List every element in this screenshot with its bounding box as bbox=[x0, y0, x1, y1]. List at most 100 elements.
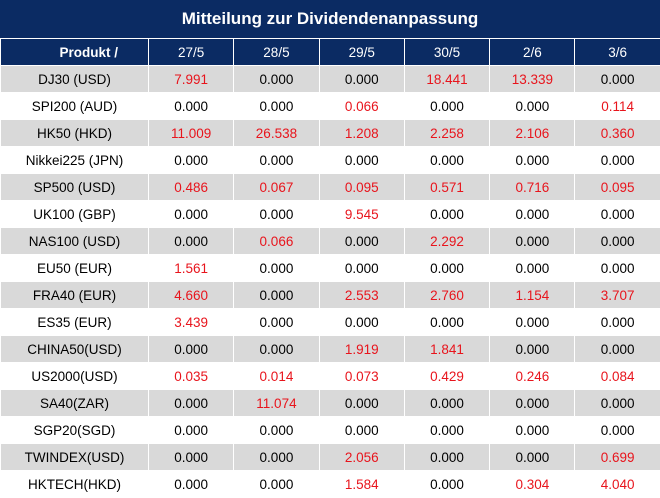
dividend-value: 0.000 bbox=[490, 228, 575, 255]
dividend-value: 0.000 bbox=[404, 309, 489, 336]
dividend-value: 7.991 bbox=[149, 66, 234, 93]
column-header-date: 27/5 bbox=[149, 39, 234, 66]
dividend-value: 1.208 bbox=[319, 120, 404, 147]
product-name: ES35 (EUR) bbox=[1, 309, 149, 336]
dividend-value: 0.000 bbox=[149, 93, 234, 120]
dividend-value: 0.360 bbox=[575, 120, 660, 147]
dividend-value: 0.000 bbox=[149, 390, 234, 417]
dividend-value: 0.073 bbox=[319, 363, 404, 390]
dividend-value: 0.000 bbox=[490, 336, 575, 363]
dividend-value: 0.000 bbox=[234, 444, 319, 471]
dividend-value: 1.561 bbox=[149, 255, 234, 282]
dividend-value: 0.246 bbox=[490, 363, 575, 390]
dividend-value: 2.553 bbox=[319, 282, 404, 309]
product-name: DJ30 (USD) bbox=[1, 66, 149, 93]
dividend-value: 0.000 bbox=[404, 93, 489, 120]
dividend-value: 0.000 bbox=[319, 147, 404, 174]
dividend-value: 0.699 bbox=[575, 444, 660, 471]
product-name: Nikkei225 (JPN) bbox=[1, 147, 149, 174]
product-name: UK100 (GBP) bbox=[1, 201, 149, 228]
dividend-value: 0.000 bbox=[575, 390, 660, 417]
dividend-value: 0.486 bbox=[149, 174, 234, 201]
dividend-value: 0.000 bbox=[575, 228, 660, 255]
dividend-value: 0.095 bbox=[575, 174, 660, 201]
dividend-value: 0.000 bbox=[490, 147, 575, 174]
dividend-value: 0.000 bbox=[319, 255, 404, 282]
dividend-value: 0.000 bbox=[319, 66, 404, 93]
dividend-value: 1.919 bbox=[319, 336, 404, 363]
dividend-value: 0.000 bbox=[149, 201, 234, 228]
dividend-value: 2.258 bbox=[404, 120, 489, 147]
product-name: SGP20(SGD) bbox=[1, 417, 149, 444]
dividend-value: 3.439 bbox=[149, 309, 234, 336]
dividend-value: 0.000 bbox=[234, 147, 319, 174]
dividend-value: 0.000 bbox=[319, 228, 404, 255]
dividend-value: 0.571 bbox=[404, 174, 489, 201]
dividend-value: 0.000 bbox=[319, 390, 404, 417]
dividend-value: 9.545 bbox=[319, 201, 404, 228]
product-name: EU50 (EUR) bbox=[1, 255, 149, 282]
dividend-value: 0.000 bbox=[575, 309, 660, 336]
dividend-value: 0.000 bbox=[404, 471, 489, 498]
column-header-date: 28/5 bbox=[234, 39, 319, 66]
dividend-value: 0.000 bbox=[575, 336, 660, 363]
dividend-value: 0.000 bbox=[234, 93, 319, 120]
dividend-value: 0.066 bbox=[234, 228, 319, 255]
dividend-value: 0.000 bbox=[404, 444, 489, 471]
dividend-value: 11.009 bbox=[149, 120, 234, 147]
dividend-value: 0.000 bbox=[234, 201, 319, 228]
column-header-date: 3/6 bbox=[575, 39, 660, 66]
dividend-value: 0.000 bbox=[404, 201, 489, 228]
dividend-value: 0.066 bbox=[319, 93, 404, 120]
dividend-value: 1.584 bbox=[319, 471, 404, 498]
dividend-value: 0.000 bbox=[234, 255, 319, 282]
dividend-value: 2.292 bbox=[404, 228, 489, 255]
product-name: SP500 (USD) bbox=[1, 174, 149, 201]
dividend-value: 0.000 bbox=[234, 282, 319, 309]
dividend-value: 18.441 bbox=[404, 66, 489, 93]
dividend-value: 0.000 bbox=[149, 417, 234, 444]
dividend-value: 0.000 bbox=[234, 336, 319, 363]
dividend-value: 0.000 bbox=[404, 147, 489, 174]
column-header-date: 30/5 bbox=[404, 39, 489, 66]
page-title: Mitteilung zur Dividendenanpassung bbox=[0, 0, 660, 38]
dividend-value: 0.000 bbox=[404, 417, 489, 444]
dividend-value: 0.000 bbox=[234, 66, 319, 93]
dividend-value: 1.841 bbox=[404, 336, 489, 363]
product-name: HKTECH(HKD) bbox=[1, 471, 149, 498]
dividend-value: 0.000 bbox=[490, 255, 575, 282]
dividend-value: 0.000 bbox=[575, 417, 660, 444]
product-name: FRA40 (EUR) bbox=[1, 282, 149, 309]
dividend-value: 0.000 bbox=[575, 255, 660, 282]
dividend-value: 3.707 bbox=[575, 282, 660, 309]
dividend-value: 0.000 bbox=[490, 417, 575, 444]
column-header-date: 29/5 bbox=[319, 39, 404, 66]
dividend-value: 0.000 bbox=[234, 309, 319, 336]
column-header-date: 2/6 bbox=[490, 39, 575, 66]
dividend-value: 0.000 bbox=[404, 390, 489, 417]
dividend-value: 0.000 bbox=[490, 390, 575, 417]
dividend-value: 0.000 bbox=[319, 417, 404, 444]
dividend-value: 0.000 bbox=[575, 66, 660, 93]
column-header-product: Produkt / bbox=[1, 39, 149, 66]
dividend-value: 2.056 bbox=[319, 444, 404, 471]
dividend-value: 2.106 bbox=[490, 120, 575, 147]
dividend-value: 0.035 bbox=[149, 363, 234, 390]
